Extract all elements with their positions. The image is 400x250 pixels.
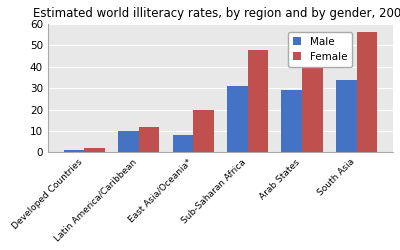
Bar bbox=[193, 110, 214, 152]
Bar bbox=[139, 127, 160, 152]
Bar bbox=[248, 50, 268, 152]
Bar bbox=[118, 131, 139, 152]
Bar bbox=[64, 150, 84, 152]
Legend: Male, Female: Male, Female bbox=[288, 32, 352, 67]
Bar bbox=[84, 148, 105, 152]
Bar bbox=[357, 32, 377, 152]
Bar bbox=[172, 135, 193, 152]
Bar bbox=[227, 86, 248, 152]
Bar bbox=[302, 39, 323, 152]
Title: Estimated world illiteracy rates, by region and by gender, 2000: Estimated world illiteracy rates, by reg… bbox=[33, 7, 400, 20]
Bar bbox=[336, 80, 357, 152]
Bar bbox=[282, 90, 302, 152]
